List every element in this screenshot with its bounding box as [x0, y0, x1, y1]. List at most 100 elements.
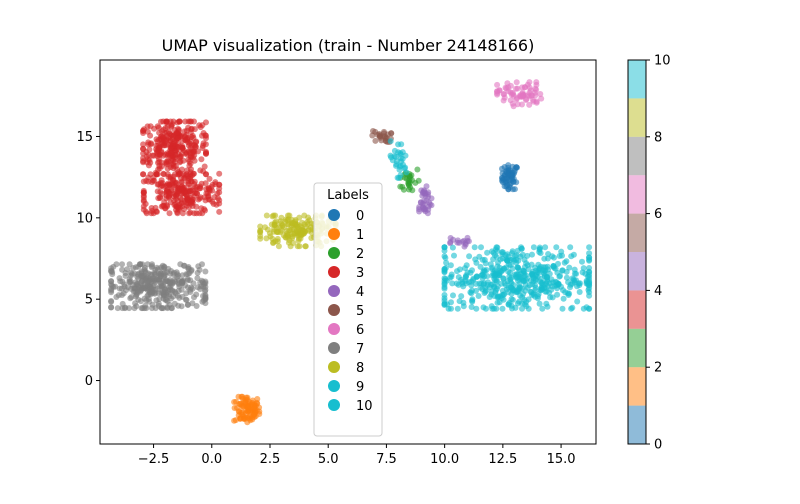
- scatter-point-label-7: [124, 266, 131, 273]
- x-tick-label: 10.0: [430, 452, 459, 467]
- scatter-point-label-7: [119, 261, 125, 268]
- scatter-point-label-9: [491, 283, 497, 290]
- scatter-point-label-7: [133, 303, 140, 310]
- scatter-point-label-3: [144, 159, 150, 166]
- colorbar-segment: [628, 405, 646, 444]
- scatter-point-label-6: [522, 84, 529, 91]
- scatter-point-label-9: [464, 269, 471, 276]
- scatter-point-label-9: [555, 260, 561, 267]
- scatter-point-label-5: [372, 137, 379, 144]
- scatter-point-label-9: [545, 251, 552, 257]
- scatter-point-label-9: [550, 279, 556, 286]
- scatter-point-label-7: [119, 278, 126, 285]
- scatter-point-label-4: [454, 237, 461, 244]
- scatter-point-label-6: [523, 96, 530, 103]
- scatter-point-label-9: [563, 258, 570, 265]
- scatter-point-label-8: [297, 228, 304, 235]
- scatter-point-label-9: [520, 291, 527, 297]
- scatter-point-label-7: [135, 275, 142, 282]
- scatter-point-label-7: [184, 301, 191, 308]
- scatter-point-label-9: [516, 281, 523, 288]
- scatter-point-label-4: [421, 198, 427, 204]
- scatter-point-label-8: [296, 243, 303, 250]
- scatter-point-label-1: [231, 399, 238, 405]
- scatter-point-label-7: [193, 291, 200, 298]
- scatter-point-label-9: [577, 280, 583, 287]
- scatter-point-label-9: [493, 277, 500, 284]
- scatter-point-label-9: [484, 273, 491, 280]
- scatter-point-label-9: [456, 298, 463, 305]
- scatter-point-label-5: [384, 131, 391, 138]
- scatter-point-label-9: [492, 252, 498, 259]
- legend-label-6: 6: [356, 323, 364, 338]
- scatter-point-label-2: [415, 177, 422, 184]
- scatter-point-label-8: [285, 212, 291, 219]
- legend-marker-6: [328, 323, 340, 335]
- scatter-point-label-6: [504, 80, 511, 87]
- scatter-point-label-2: [414, 166, 421, 173]
- scatter-point-label-9: [482, 284, 489, 291]
- scatter-point-label-3: [174, 210, 181, 217]
- scatter-point-label-9: [509, 296, 516, 303]
- scatter-point-label-6: [494, 90, 501, 97]
- colorbar-segment: [628, 98, 646, 137]
- scatter-point-label-3: [185, 181, 192, 188]
- scatter-point-label-7: [175, 287, 182, 294]
- scatter-point-label-9: [548, 286, 555, 293]
- scatter-point-label-9: [441, 268, 448, 275]
- scatter-point-label-6: [526, 79, 533, 86]
- legend-marker-0: [328, 209, 340, 221]
- scatter-point-label-9: [566, 290, 573, 297]
- x-tick-label: 12.5: [488, 452, 517, 467]
- scatter-point-label-3: [163, 118, 170, 125]
- scatter-point-label-5: [370, 128, 376, 134]
- scatter-point-label-1: [242, 399, 249, 406]
- scatter-point-label-9: [536, 300, 543, 307]
- scatter-point-label-8: [294, 221, 301, 228]
- scatter-point-label-9: [516, 298, 523, 305]
- y-tick-label: 5: [85, 293, 93, 308]
- scatter-point-label-4: [459, 238, 466, 245]
- scatter-point-label-9: [544, 303, 551, 310]
- scatter-point-label-9: [469, 297, 476, 304]
- scatter-point-label-8: [272, 238, 279, 245]
- scatter-point-label-3: [203, 135, 209, 142]
- scatter-point-label-6: [533, 79, 540, 86]
- scatter-point-label-9: [501, 280, 508, 287]
- legend-marker-4: [328, 285, 340, 297]
- scatter-point-label-3: [216, 208, 223, 215]
- scatter-point-label-7: [138, 287, 145, 294]
- scatter-point-label-8: [263, 212, 270, 219]
- scatter-point-label-3: [150, 174, 157, 181]
- scatter-point-label-3: [158, 118, 164, 125]
- scatter-point-label-9: [549, 294, 556, 301]
- scatter-point-label-9: [396, 166, 403, 173]
- scatter-point-label-9: [512, 304, 519, 311]
- scatter-point-label-5: [382, 137, 389, 144]
- scatter-point-label-7: [119, 266, 126, 273]
- scatter-point-label-7: [144, 261, 151, 268]
- chart-title: UMAP visualization (train - Number 24148…: [162, 36, 535, 55]
- scatter-point-label-8: [257, 229, 264, 236]
- scatter-point-label-3: [163, 161, 170, 168]
- scatter-point-label-9: [516, 276, 523, 282]
- scatter-point-label-3: [216, 181, 223, 188]
- scatter-point-label-0: [506, 184, 513, 191]
- scatter-point-label-9: [458, 293, 465, 300]
- scatter-point-label-7: [170, 293, 177, 300]
- scatter-point-label-3: [198, 205, 205, 212]
- scatter-point-label-6: [528, 92, 535, 99]
- legend-label-9: 9: [356, 380, 364, 395]
- x-tick-label: 2.5: [260, 452, 281, 467]
- scatter-point-label-1: [244, 419, 251, 426]
- scatter-point-label-3: [193, 210, 200, 217]
- scatter-point-label-9: [579, 258, 585, 265]
- scatter-point-label-8: [302, 223, 309, 230]
- scatter-point-label-7: [139, 261, 146, 268]
- scatter-point-label-6: [494, 81, 501, 88]
- scatter-point-label-3: [143, 153, 150, 160]
- scatter-point-label-6: [509, 89, 516, 96]
- scatter-point-label-9: [551, 254, 557, 261]
- scatter-point-label-3: [161, 142, 168, 149]
